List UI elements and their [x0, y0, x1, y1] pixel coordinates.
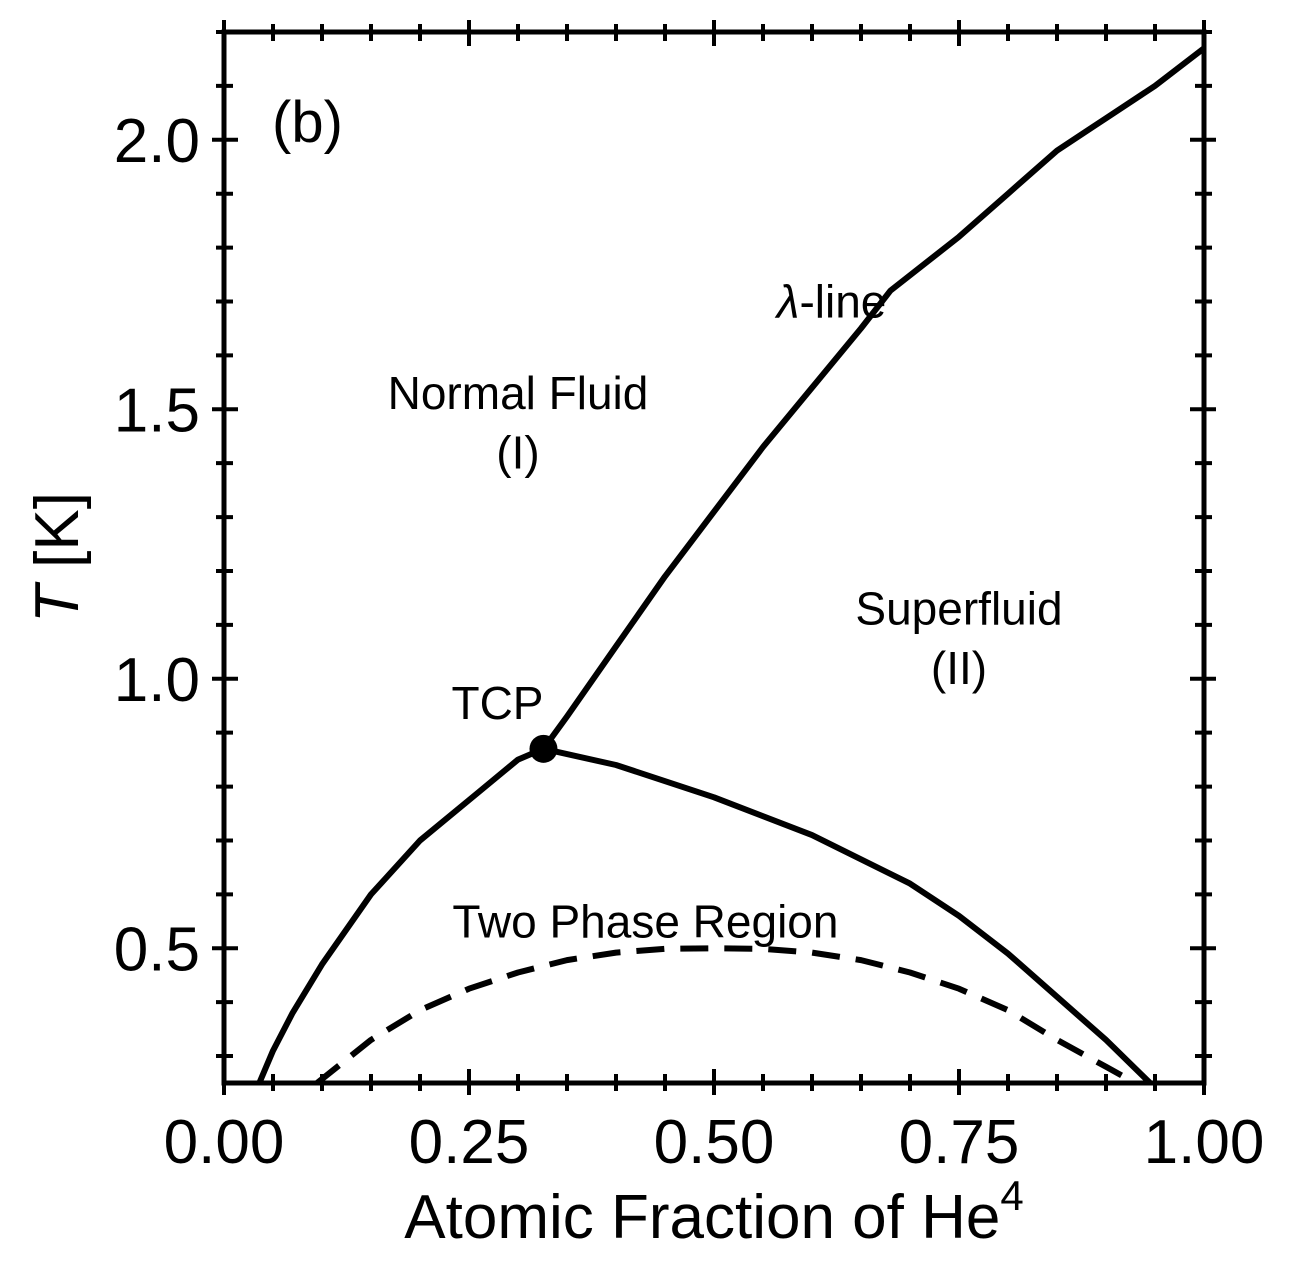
x-tick-label: 0.00 [164, 1108, 285, 1177]
series-line-2 [256, 746, 545, 1083]
y-tick-label: 1.0 [114, 646, 200, 715]
x-tick-label: 0.25 [409, 1108, 530, 1177]
plot-frame [221, 29, 1207, 1086]
tick-labels-layer: 0.00 0.25 0.50 0.75 1.00 0.5 1.0 1.5 2.0 [114, 107, 1265, 1177]
annotation-twophase: Two Phase Region [452, 895, 838, 947]
lambda-symbol: λ [774, 275, 800, 327]
series-line-1 [541, 45, 1204, 751]
y-tick-label: 2.0 [114, 107, 200, 176]
annotation-normal1: Normal Fluid [388, 367, 649, 419]
annotation-super2: (II) [931, 642, 987, 694]
y-axis-title-symbol: T [23, 581, 92, 623]
x-axis-title-superscript: 4 [1000, 1172, 1023, 1219]
x-tick-label: 1.00 [1144, 1108, 1265, 1177]
annotation-super1: Superfluid [855, 583, 1062, 635]
annotation-normal2: (I) [496, 426, 539, 478]
y-tick-label: 1.5 [114, 376, 200, 445]
tcp-label: TCP [451, 677, 543, 729]
x-axis-title: Atomic Fraction of He4 [404, 1172, 1023, 1252]
curves-layer [256, 45, 1204, 1083]
y-axis-title-unit: [K] [23, 492, 92, 585]
series-line-3 [542, 745, 1153, 1083]
x-tick-label: 0.75 [899, 1108, 1020, 1177]
tcp-point-marker [529, 734, 558, 763]
panel-label: (b) [272, 90, 343, 155]
x-tick-label: 0.50 [654, 1108, 775, 1177]
annotation-lambda: λ-line [774, 275, 887, 327]
series-line-4 [315, 945, 1137, 1083]
x-axis-title-main: Atomic Fraction of He [404, 1183, 1000, 1252]
annotations-layer: λ-line Normal Fluid (I) Superfluid (II) Two P… [388, 275, 1063, 947]
y-tick-label: 0.5 [114, 915, 200, 984]
lambda-suffix: -line [799, 275, 886, 327]
y-axis-title: T [K] [23, 492, 92, 623]
